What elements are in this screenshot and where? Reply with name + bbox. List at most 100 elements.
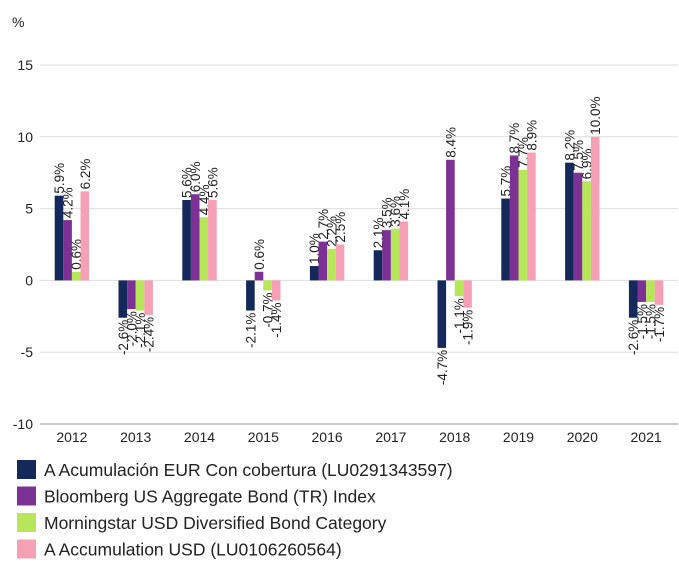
y-tick-label: 10 xyxy=(17,129,33,145)
x-tick-label: 2020 xyxy=(567,429,598,445)
bar xyxy=(527,152,536,281)
bar xyxy=(501,198,510,281)
value-label: -1.4% xyxy=(269,303,284,338)
x-tick-label: 2018 xyxy=(439,429,470,445)
bar xyxy=(71,271,81,281)
bar xyxy=(254,271,264,281)
x-tick-label: 2013 xyxy=(120,429,151,445)
value-label: -1.9% xyxy=(461,310,476,345)
value-label: 10.0% xyxy=(588,97,603,135)
legend-label: A Accumulation USD (LU0106260564) xyxy=(44,540,342,560)
y-tick-label: 5 xyxy=(25,201,33,217)
y-tick-label: 15 xyxy=(17,57,33,73)
value-label: 2.7% xyxy=(316,209,331,240)
value-label: 3.6% xyxy=(388,196,403,227)
bar xyxy=(335,244,345,281)
value-label: 8.7% xyxy=(507,123,522,154)
x-tick-label: 2016 xyxy=(312,429,343,445)
value-label: 4.4% xyxy=(197,184,212,215)
bar xyxy=(565,162,574,281)
legend-swatch xyxy=(17,460,36,479)
bar xyxy=(309,266,319,281)
value-label: 5.9% xyxy=(52,163,67,194)
value-label: -1.5% xyxy=(635,304,650,339)
bar xyxy=(246,280,255,311)
value-label: 3.5% xyxy=(380,197,395,228)
bar xyxy=(509,155,519,281)
bar xyxy=(573,172,583,281)
bar xyxy=(208,199,217,281)
bar xyxy=(382,230,391,281)
bar xyxy=(518,169,528,281)
value-label: 6.2% xyxy=(78,159,93,190)
bar xyxy=(454,280,464,297)
value-label: -2.1% xyxy=(243,313,258,348)
x-tick-label: 2017 xyxy=(375,429,406,445)
value-label: 5.7% xyxy=(499,166,514,197)
value-label: -2.6% xyxy=(116,320,131,355)
legend-label: Bloomberg US Aggregate Bond (TR) Index xyxy=(44,487,376,507)
legend-swatch xyxy=(17,513,36,532)
bar xyxy=(463,280,472,308)
value-label: 1.0% xyxy=(307,233,322,264)
value-label: 2.5% xyxy=(333,212,348,243)
value-label: -2.6% xyxy=(626,320,641,355)
value-label: 2.1% xyxy=(371,217,386,248)
value-label: 4.2% xyxy=(61,187,76,218)
value-label: -0.7% xyxy=(261,292,276,327)
x-tick-label: 2015 xyxy=(248,429,279,445)
value-label: 6.9% xyxy=(580,149,595,180)
legend-swatch xyxy=(17,486,36,506)
value-label: 7.5% xyxy=(571,140,586,171)
value-label: -2.0% xyxy=(124,311,139,346)
legend-swatch xyxy=(17,539,36,559)
bar xyxy=(199,217,209,281)
bar xyxy=(182,199,191,281)
value-label: 8.2% xyxy=(562,130,577,161)
value-label: -2.4% xyxy=(142,317,157,352)
legend-label: A Acumulación EUR Con cobertura (LU02913… xyxy=(44,460,453,480)
x-tick-label: 2014 xyxy=(184,429,215,445)
bar xyxy=(63,220,72,281)
bar xyxy=(144,280,153,315)
value-label: 2.2% xyxy=(324,216,339,247)
bar xyxy=(373,250,383,281)
x-tick-label: 2012 xyxy=(56,429,87,445)
bar xyxy=(637,280,647,302)
value-label: -2.1% xyxy=(133,313,148,348)
bar xyxy=(390,228,400,281)
bar xyxy=(446,159,455,281)
bar xyxy=(437,280,447,348)
value-label: -1.1% xyxy=(452,298,467,333)
value-label: -4.7% xyxy=(435,350,450,385)
value-label: 0.6% xyxy=(252,239,267,270)
bar xyxy=(582,181,591,281)
value-label: 7.7% xyxy=(516,137,531,168)
bar xyxy=(590,136,600,281)
value-label: 5.6% xyxy=(180,167,195,198)
bar xyxy=(118,280,128,318)
bar xyxy=(190,194,200,281)
legend-label: Morningstar USD Diversified Bond Categor… xyxy=(44,513,387,533)
y-tick-label: 0 xyxy=(25,272,33,288)
y-tick-label: -5 xyxy=(21,344,34,360)
bar xyxy=(646,280,655,302)
value-label: 6.0% xyxy=(188,161,203,192)
bar xyxy=(628,280,638,318)
y-tick-label: -10 xyxy=(13,416,33,432)
bar xyxy=(399,221,409,281)
bar xyxy=(318,241,328,281)
bar xyxy=(327,248,336,281)
value-label: 8.4% xyxy=(443,127,458,158)
value-label: -1.5% xyxy=(643,304,658,339)
bar xyxy=(271,280,281,301)
y-axis-label: % xyxy=(12,14,24,30)
value-label: 5.6% xyxy=(205,167,220,198)
value-label: 8.9% xyxy=(524,120,539,151)
bar xyxy=(654,280,664,305)
value-label: 0.6% xyxy=(69,239,84,270)
bar xyxy=(127,280,136,310)
x-tick-label: 2021 xyxy=(631,429,662,445)
bar xyxy=(80,191,90,281)
